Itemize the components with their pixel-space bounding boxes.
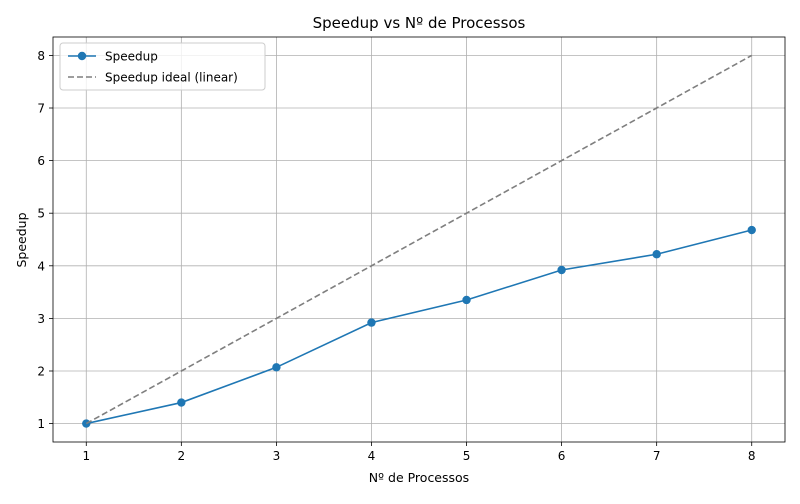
y-tick-label: 7 <box>37 102 45 116</box>
speedup-data-point <box>272 363 281 372</box>
x-tick-label: 2 <box>178 449 186 463</box>
speedup-data-point <box>747 225 756 235</box>
x-tick-label: 8 <box>748 449 756 463</box>
axes: 1 2 3 4 5 6 7 8 1 2 3 4 5 6 7 8 <box>37 36 786 463</box>
speedup-data-point <box>557 265 566 275</box>
y-tick-label: 5 <box>37 207 45 221</box>
x-tick-label: 4 <box>368 449 376 463</box>
speedup-data-point <box>177 398 186 407</box>
speedup-data-point <box>462 295 471 305</box>
grid-lines <box>53 37 785 442</box>
plot-frame <box>52 36 786 443</box>
y-tick-label: 2 <box>37 364 45 378</box>
chart-title: Speedup vs Nº de Processos <box>313 14 526 32</box>
y-tick-label: 6 <box>37 154 45 168</box>
legend-label: Speedup <box>105 50 158 64</box>
legend-label: Speedup ideal (linear) <box>105 71 238 85</box>
x-axis-label: Nº de Processos <box>369 470 469 485</box>
x-tick-label: 6 <box>558 449 566 463</box>
speedup-data-point <box>367 318 376 327</box>
speedup-data-point <box>652 250 661 259</box>
ideal-speedup-line <box>85 54 753 425</box>
speedup-line <box>86 229 752 425</box>
x-tick-label: 7 <box>653 449 661 463</box>
legend-box <box>59 42 266 91</box>
x-tick-label: 1 <box>82 449 90 463</box>
x-tick-label: 3 <box>273 449 281 463</box>
y-tick-label: 8 <box>37 49 45 63</box>
y-tick-label: 1 <box>37 417 45 431</box>
x-tick-label: 5 <box>463 449 471 463</box>
y-tick-label: 3 <box>37 312 45 326</box>
series-layer <box>82 54 756 428</box>
y-axis-label: Speedup <box>14 212 29 267</box>
legend-swatch-marker <box>77 51 87 61</box>
y-tick-label: 4 <box>37 259 45 273</box>
legend: Speedup Speedup ideal (linear) <box>59 42 266 91</box>
